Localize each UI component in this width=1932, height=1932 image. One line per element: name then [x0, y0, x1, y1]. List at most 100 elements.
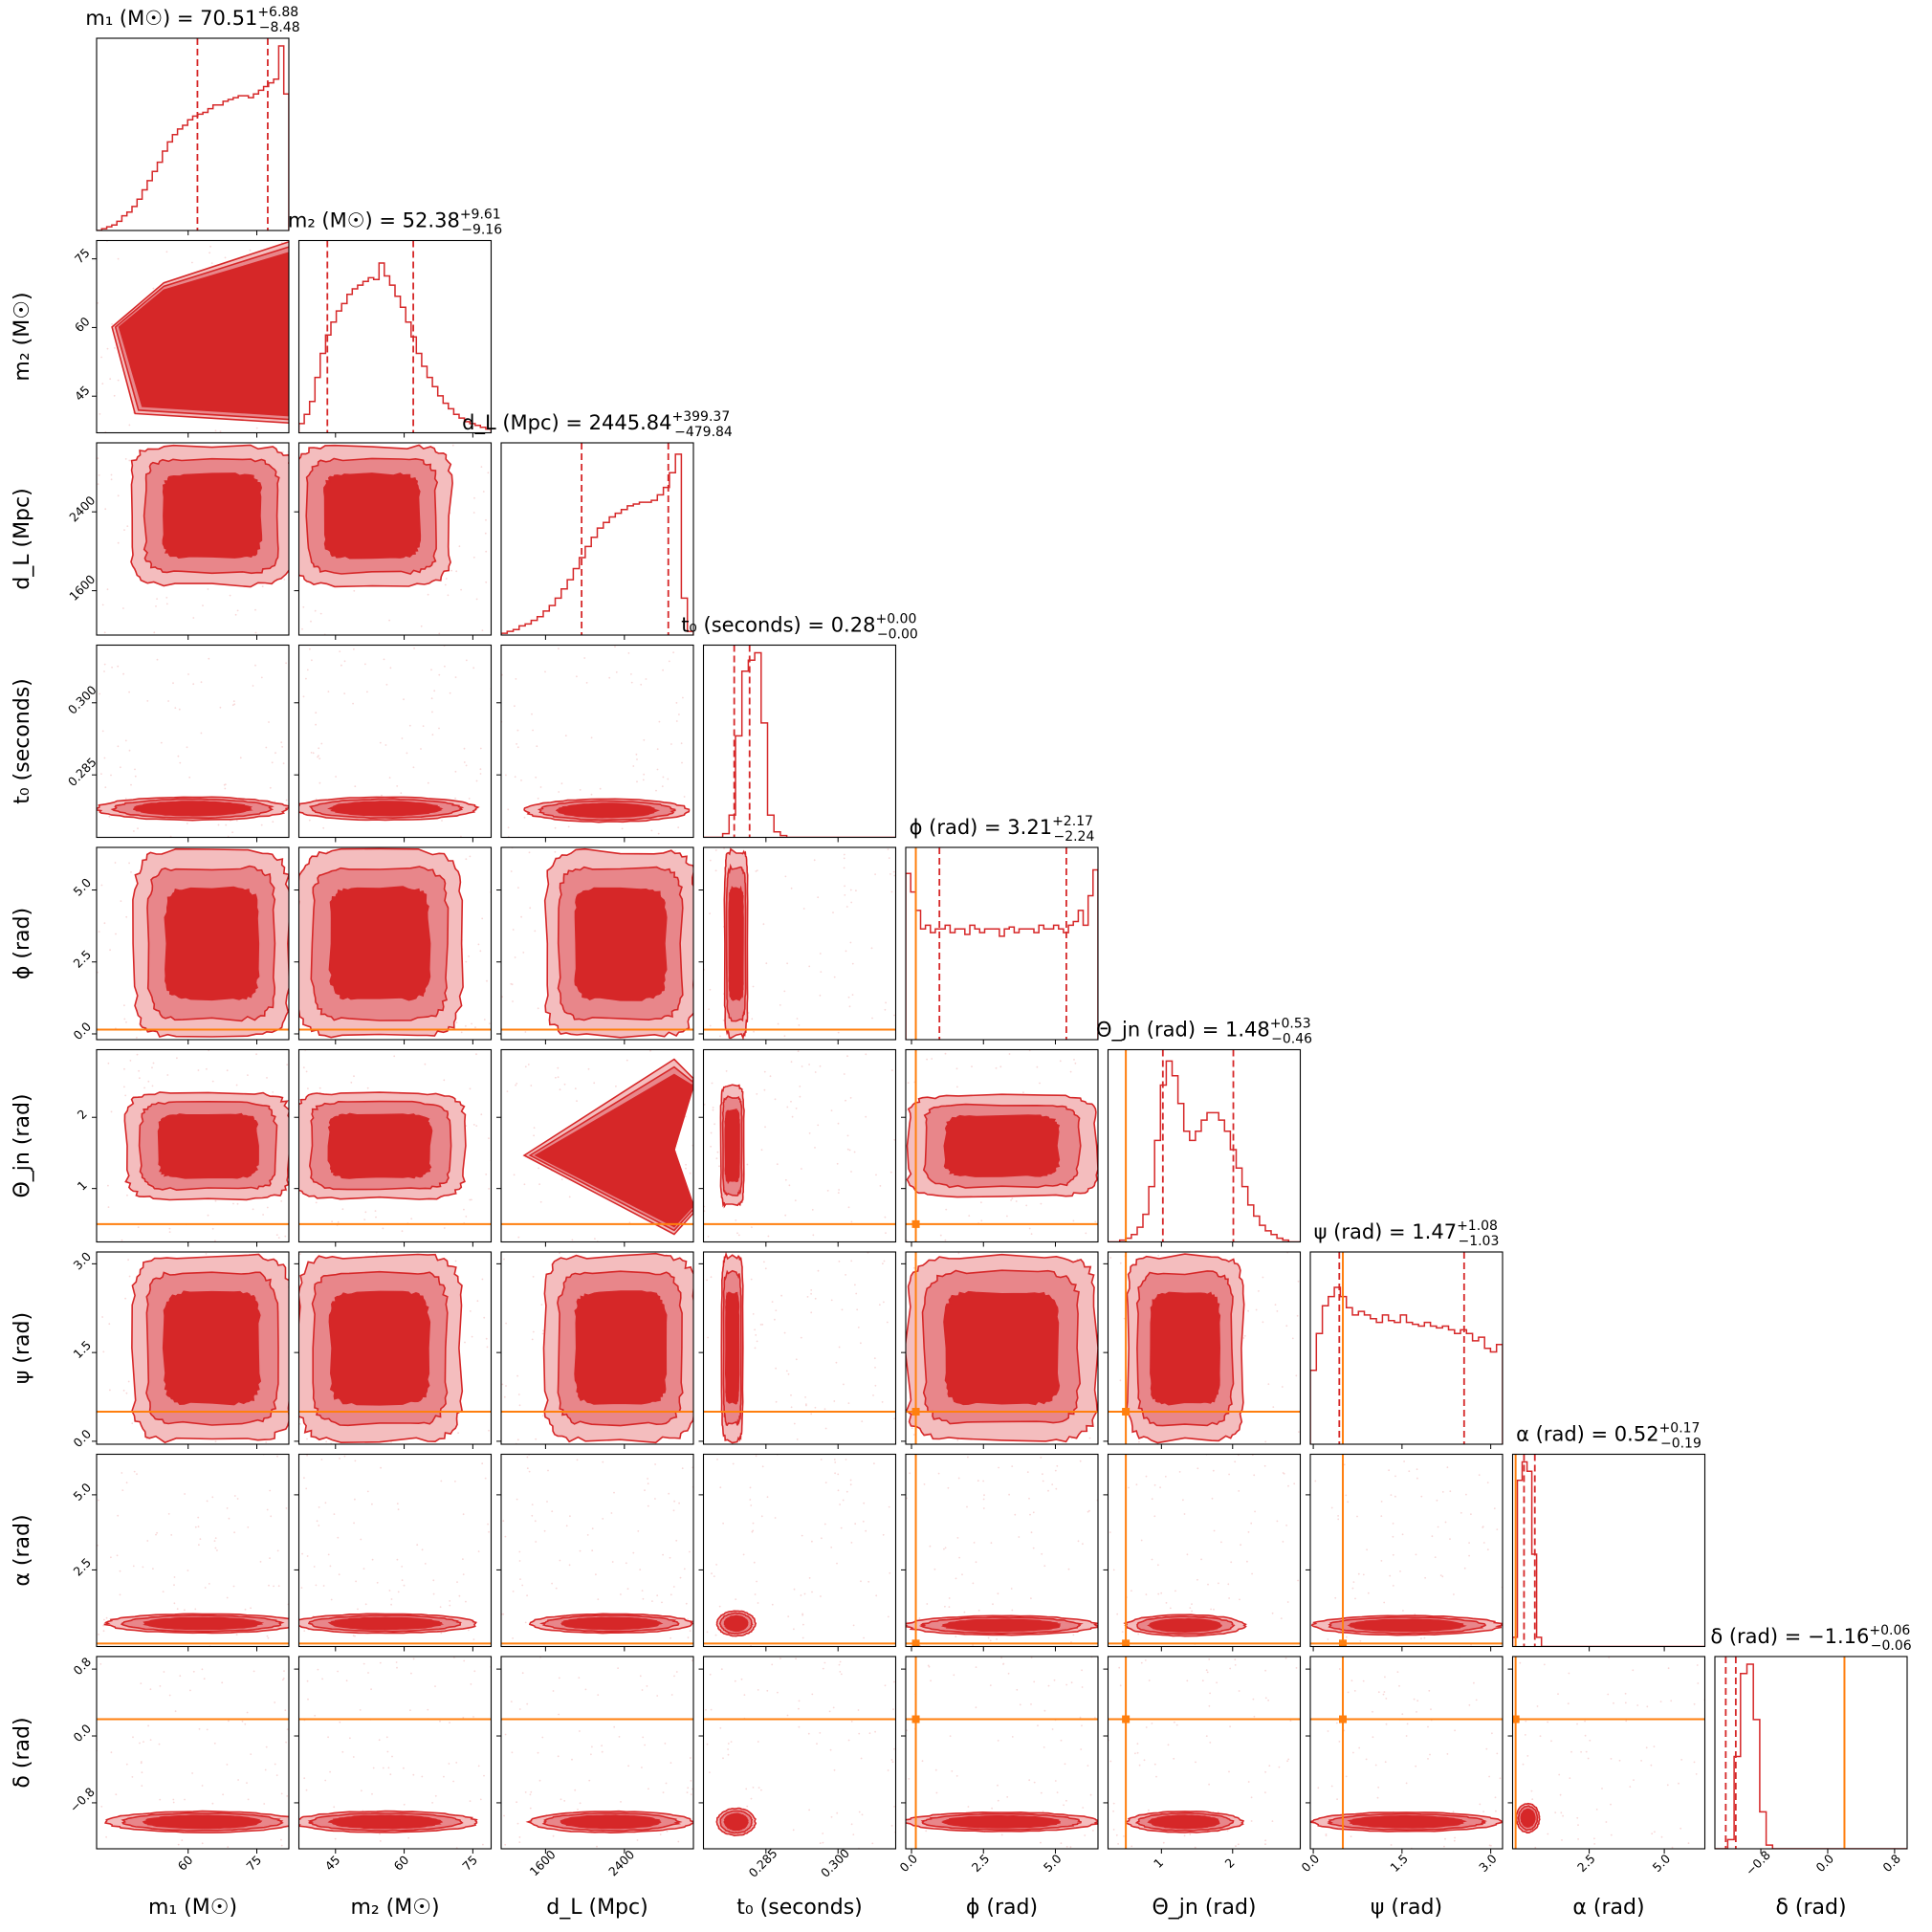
truth-marker-8-4: [911, 1715, 920, 1723]
contour-3-2-2: [555, 802, 661, 819]
xlabel-4: ϕ (rad): [966, 1896, 1038, 1920]
title-8: δ (rad) = −1.16+0.06 −0.06: [1710, 1623, 1911, 1654]
contour-7-3-2: [723, 1614, 749, 1633]
xlabel-2: d_L (Mpc): [546, 1896, 648, 1920]
panel-7-1: [294, 1453, 493, 1652]
histogram-0: [97, 45, 289, 231]
samples-7-6: [1314, 1460, 1503, 1646]
ytick-1-0: 45: [72, 383, 93, 404]
panel-1-1: m₂ (M☉) = 52.38+9.61 −9.16: [288, 208, 502, 438]
frame-6-3: [702, 1251, 897, 1445]
panel-8-6: 0.0 1.5 3.0: [1299, 1656, 1504, 1875]
panel-5-2: [496, 1048, 694, 1247]
frame-6-0: [96, 1251, 290, 1445]
ytick-6-0: 0.0: [70, 1426, 94, 1450]
panel-8-2: 1600 2400: [496, 1656, 694, 1878]
title-0: m₁ (M☉) = 70.51+6.88 −8.48: [85, 5, 299, 35]
frame-5-0: [96, 1048, 290, 1243]
frame-4-2: [500, 846, 694, 1041]
panel-2-0: 1600 2400: [66, 442, 290, 640]
contour-5-0-2: [157, 1112, 259, 1179]
frame-3-3: [702, 644, 897, 839]
contour-7-6-2: [1347, 1618, 1467, 1633]
ytick-7-0: 2.5: [70, 1555, 94, 1579]
panel-8-7: 2.5 5.0: [1507, 1656, 1706, 1875]
frame-2-1: [297, 442, 493, 636]
histogram-2: [501, 453, 693, 635]
xlabel-0: m₁ (M☉): [148, 1896, 237, 1920]
frame-8-6: [1309, 1656, 1504, 1850]
panel-7-5: [1103, 1453, 1302, 1652]
panel-6-6: ψ (rad) = 1.47+1.08 −1.03: [1309, 1218, 1504, 1449]
title-5: Θ_jn (rad) = 1.48+0.53 −0.46: [1096, 1017, 1312, 1047]
frame-5-1: [297, 1048, 493, 1243]
frame-8-2: [500, 1656, 694, 1850]
panel-4-1: [294, 846, 493, 1044]
frame-8-1: [297, 1656, 493, 1850]
frame-6-4: [905, 1251, 1099, 1445]
panel-2-1: [294, 442, 493, 640]
contour-6-3-2: [724, 1291, 740, 1405]
panel-0-0: m₁ (M☉) = 70.51+6.88 −8.48: [85, 5, 300, 235]
panel-8-1: 45 60 75: [294, 1656, 493, 1874]
ylabel-2: d_L (Mpc): [11, 488, 34, 589]
xtick-7-0: 2.5: [1574, 1851, 1598, 1875]
xtick-2-1: 2400: [605, 1847, 637, 1878]
panel-7-7: α (rad) = 0.52+0.17 −0.19: [1511, 1421, 1706, 1652]
ylabel-1: m₂ (M☉): [11, 292, 34, 381]
panel-8-8: δ (rad) = −1.16+0.06 −0.06 −0.8 0.0 0.8: [1710, 1623, 1911, 1878]
contour-3-0-2: [132, 801, 253, 817]
panel-3-1: [294, 644, 493, 843]
contour-4-0-2: [164, 886, 260, 1001]
title-7: α (rad) = 0.52+0.17 −0.19: [1516, 1421, 1701, 1452]
contour-7-2-2: [560, 1616, 664, 1631]
xtick-3-0: 0.285: [746, 1846, 780, 1880]
xlabel-5: Θ_jn (rad): [1152, 1896, 1256, 1920]
frame-8-4: [905, 1656, 1099, 1850]
xtick-1-0: 45: [322, 1853, 343, 1874]
contour-8-4-2: [941, 1814, 1062, 1829]
ylabel-3: t₀ (seconds): [11, 678, 34, 804]
panel-7-4: [901, 1453, 1099, 1652]
frame-3-0: [96, 644, 290, 839]
contour-3-1-2: [327, 801, 444, 817]
title-2: d_L (Mpc) = 2445.84+399.37 −479.84: [462, 409, 733, 440]
frame-6-5: [1107, 1251, 1302, 1445]
frame-7-0: [96, 1453, 290, 1648]
xlabel-1: m₂ (M☉): [350, 1896, 439, 1920]
frame-6-2: [500, 1251, 694, 1445]
axis-labels: m₁ (M☉) m₂ (M☉) m₂ (M☉) d_L (Mpc) d_L (Mpc) t…: [11, 292, 1847, 1920]
xlabel-6: ψ (rad): [1371, 1896, 1442, 1920]
frame-6-6: [1309, 1251, 1504, 1445]
ylabel-4: ϕ (rad): [11, 908, 34, 979]
frame-5-2: [500, 1048, 694, 1243]
truth-marker-5-4: [911, 1219, 920, 1228]
truth-marker-7-4: [911, 1639, 920, 1647]
ylabel-6: ψ (rad): [11, 1312, 34, 1384]
panel-3-3: t₀ (seconds) = 0.28+0.00 −0.00: [681, 612, 918, 843]
panel-3-0: 0.285 0.300: [65, 644, 290, 843]
contour-8-0-2: [142, 1814, 263, 1830]
frame-8-8: [1714, 1656, 1908, 1850]
xtick-2-0: 1600: [527, 1847, 559, 1878]
ylabel-5: Θ_jn (rad): [11, 1093, 34, 1197]
xtick-7-1: 5.0: [1650, 1851, 1674, 1875]
histogram-7: [1512, 1460, 1705, 1647]
panel-6-5: [1103, 1251, 1302, 1449]
panel-8-4: 0.0 2.5 5.0: [897, 1656, 1099, 1875]
xtick-6-2: 3.0: [1476, 1851, 1500, 1875]
frame-0-0: [96, 37, 290, 231]
truth-marker-7-5: [1122, 1639, 1131, 1647]
ytick-4-0: 0.0: [70, 1019, 94, 1043]
ytick-1-1: 60: [72, 314, 93, 335]
panel-6-3: [698, 1251, 897, 1449]
title-6: ψ (rad) = 1.47+1.08 −1.03: [1314, 1218, 1500, 1249]
frame-4-3: [702, 846, 897, 1041]
contour-8-1-2: [327, 1814, 444, 1830]
xtick-5-1: 2: [1221, 1855, 1237, 1871]
ytick-2-1: 2400: [66, 493, 98, 524]
ytick-5-1: 2: [75, 1107, 90, 1122]
panel-5-4: [901, 1048, 1099, 1247]
title-4: ϕ (rad) = 3.21+2.17 −2.24: [910, 814, 1095, 845]
